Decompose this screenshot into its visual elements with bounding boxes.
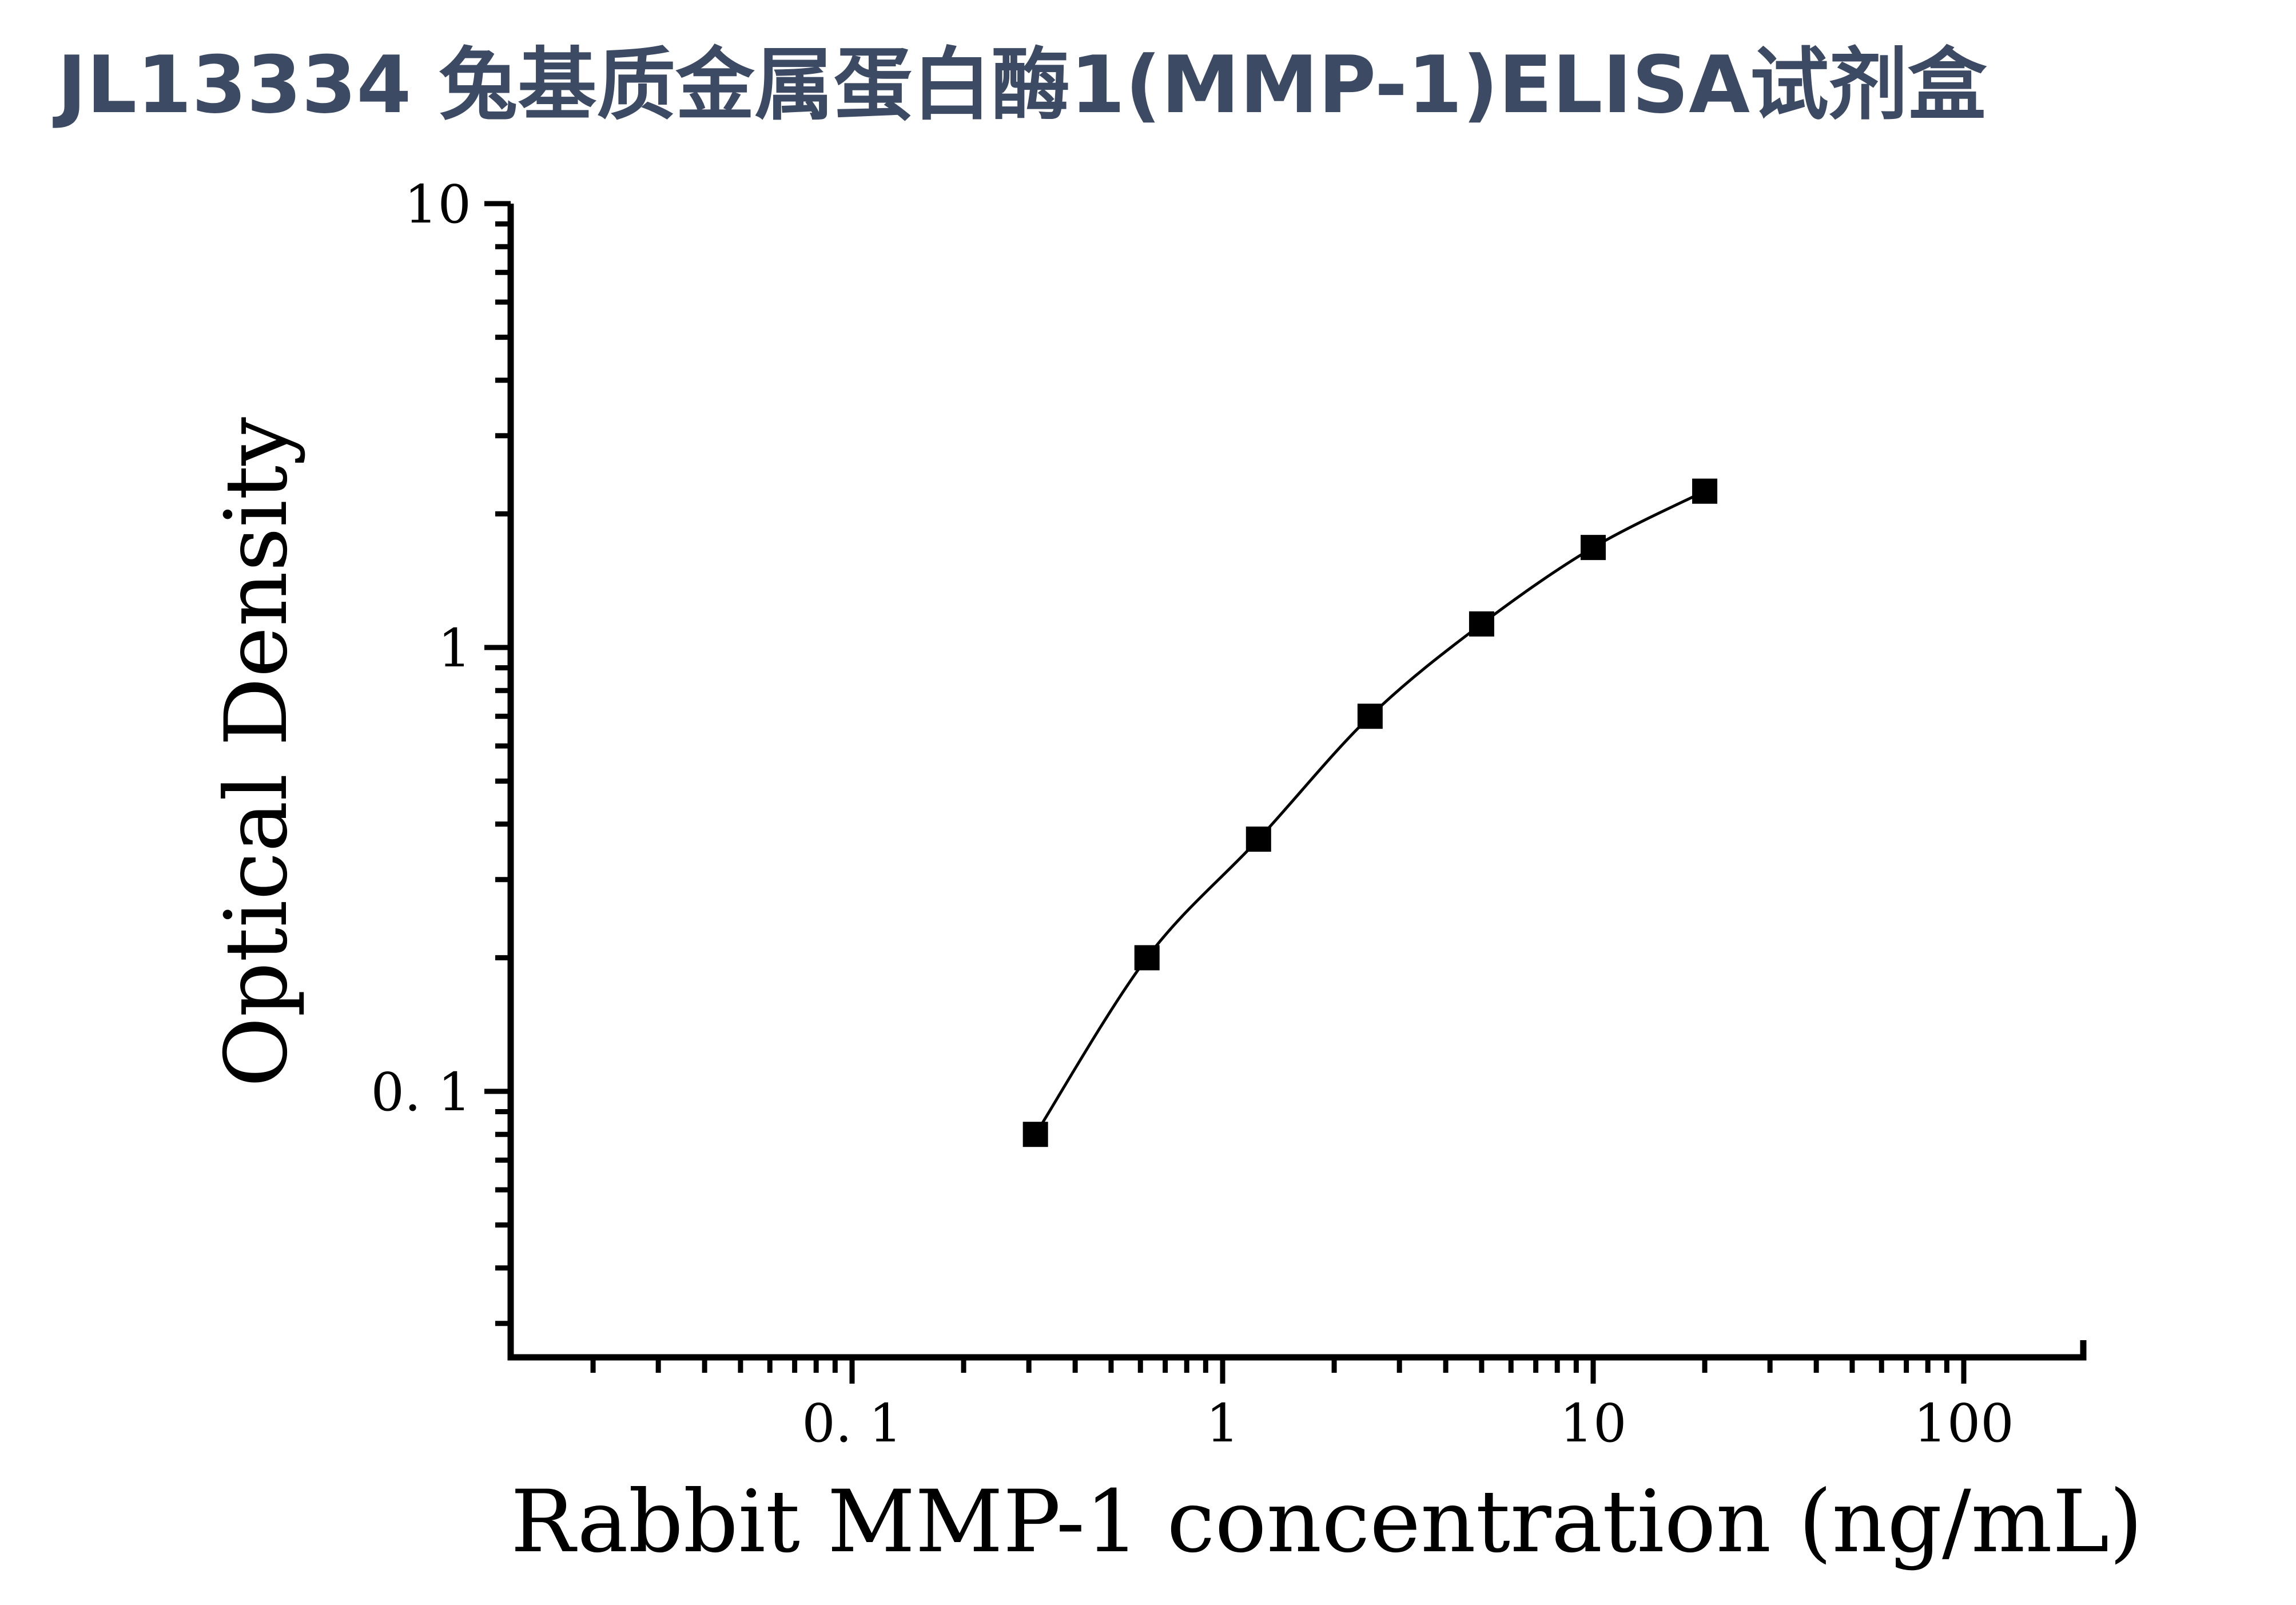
data-point-marker — [1692, 478, 1718, 504]
y-axis-title: Optical Density — [207, 417, 307, 1087]
x-tick-label: 100 — [1913, 1393, 2014, 1454]
axes-frame — [507, 204, 2087, 1361]
data-point-marker — [1581, 535, 1606, 561]
y-tick-label: 1 — [437, 618, 471, 679]
y-tick-label: 10 — [404, 174, 471, 235]
x-tick-label: 1 — [1206, 1393, 1240, 1454]
x-axis-title: Rabbit MMP-1 concentration (ng/mL) — [511, 1472, 2143, 1572]
x-tick-label: 0. 1 — [802, 1393, 902, 1454]
x-tick-label: 10 — [1559, 1393, 1626, 1454]
data-point-marker — [1357, 704, 1383, 729]
data-point-marker — [1469, 611, 1494, 637]
standard-curve-line — [1034, 490, 1706, 1135]
data-point-marker — [1134, 945, 1160, 971]
data-point-marker — [1246, 827, 1271, 852]
y-tick-label: 0. 1 — [371, 1062, 471, 1123]
data-point-marker — [1022, 1122, 1048, 1147]
page-title: JL13334 兔基质金属蛋白酶1(MMP-1)ELISA试剂盒 — [53, 39, 1987, 131]
